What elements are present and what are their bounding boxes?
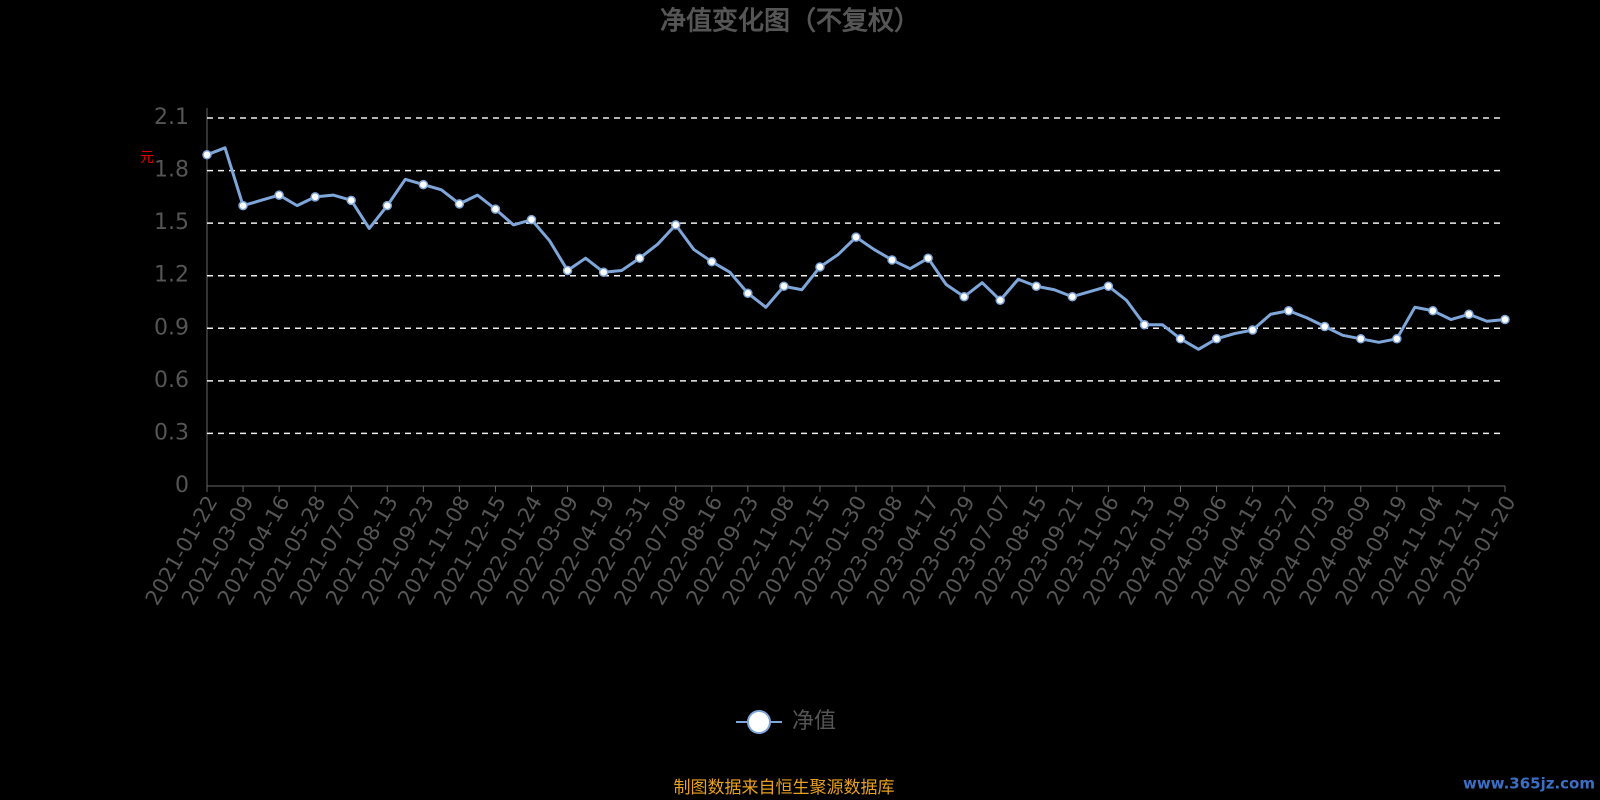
point xyxy=(1319,321,1330,332)
point xyxy=(995,295,1005,305)
point xyxy=(779,281,789,291)
point xyxy=(310,192,320,202)
y-tick-label: 0.6 xyxy=(154,368,189,393)
legend-marker xyxy=(747,710,771,734)
point xyxy=(1067,291,1078,302)
point xyxy=(1392,334,1402,344)
y-tick-label: 0.9 xyxy=(154,315,189,340)
point xyxy=(1464,309,1474,320)
point xyxy=(670,220,681,230)
y-tick-label: 0.3 xyxy=(154,420,189,445)
point xyxy=(238,200,248,211)
watermark: www.365jz.com xyxy=(1463,775,1595,793)
point xyxy=(346,195,356,206)
point xyxy=(598,267,609,277)
y-tick-label: 0 xyxy=(175,473,189,498)
point xyxy=(1031,281,1042,291)
point xyxy=(887,255,897,265)
point xyxy=(1103,281,1114,291)
point xyxy=(1283,306,1294,316)
point xyxy=(202,150,212,160)
point xyxy=(1175,334,1186,344)
point xyxy=(562,265,573,276)
legend-label: 净值 xyxy=(792,709,836,734)
y-tick-label: 2.1 xyxy=(154,105,189,130)
point xyxy=(418,179,429,190)
point xyxy=(1139,320,1150,330)
point xyxy=(382,200,393,211)
point xyxy=(1428,306,1438,316)
point xyxy=(959,291,969,302)
y-tick-label: 1.8 xyxy=(154,158,189,183)
point xyxy=(526,214,537,225)
point xyxy=(1247,325,1258,335)
point xyxy=(634,253,645,263)
point xyxy=(1211,334,1222,344)
chart-title: 净值变化图（不复权） xyxy=(660,6,920,37)
point xyxy=(490,204,501,214)
point xyxy=(743,288,753,298)
y-tick-label: 1.2 xyxy=(154,263,189,288)
point xyxy=(851,232,861,242)
point xyxy=(454,199,465,209)
point xyxy=(815,262,825,272)
point xyxy=(1500,314,1510,325)
point xyxy=(274,190,284,200)
footer: 制图数据来自恒生聚源数据库 xyxy=(674,778,895,798)
y-axis-label: 元 xyxy=(140,150,154,166)
point xyxy=(923,253,933,263)
point xyxy=(1356,334,1366,344)
y-tick-label: 1.5 xyxy=(154,210,189,235)
point xyxy=(707,256,717,267)
